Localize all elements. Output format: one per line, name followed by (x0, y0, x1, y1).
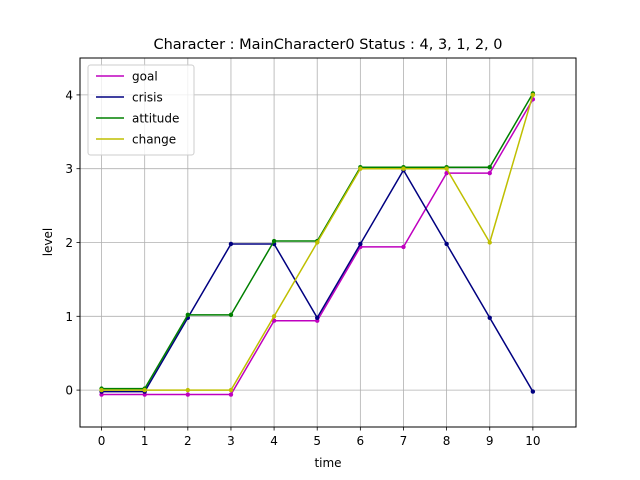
x-tick-label: 0 (98, 434, 106, 448)
x-tick-label: 1 (141, 434, 149, 448)
legend-label-attitude: attitude (132, 112, 179, 126)
data-point-change (487, 240, 492, 245)
data-point-crisis (228, 241, 234, 247)
data-point-crisis (444, 241, 449, 247)
series-layer (99, 91, 536, 397)
data-point-crisis (358, 241, 363, 247)
data-point-change (530, 92, 536, 98)
chart-title: Character : MainCharacter0 Status : 4, 3… (153, 37, 502, 53)
data-point-change (358, 166, 363, 171)
x-tick-label: 8 (443, 434, 451, 448)
y-tick-label: 0 (65, 384, 73, 398)
x-tick-label: 10 (525, 434, 540, 448)
x-tick-label: 2 (184, 434, 192, 448)
y-tick-label: 2 (65, 236, 73, 250)
legend-label-change: change (132, 133, 176, 147)
series-change (99, 92, 536, 393)
x-tick-label: 5 (313, 434, 321, 448)
data-point-attitude (487, 165, 492, 170)
y-tick-label: 1 (65, 310, 73, 324)
data-point-change (142, 387, 147, 393)
legend: goal crisis attitude change (87, 64, 195, 156)
data-point-change (315, 240, 320, 245)
x-axis-label: time (314, 456, 341, 470)
data-point-crisis (487, 315, 492, 320)
y-axis-label: level (41, 228, 55, 257)
x-tick-label: 6 (357, 434, 365, 448)
data-point-change (401, 166, 406, 171)
data-point-change (271, 314, 277, 319)
data-point-goal (185, 392, 191, 397)
legend-label-goal: goal (132, 70, 158, 84)
x-tick-label: 7 (400, 434, 408, 448)
data-point-attitude (271, 238, 277, 244)
y-tick-label: 4 (65, 88, 73, 102)
x-tick-label: 3 (227, 434, 235, 448)
data-point-change (99, 387, 104, 393)
data-point-attitude (228, 312, 234, 318)
data-point-goal (487, 170, 492, 176)
x-tick-label: 9 (486, 434, 494, 448)
legend-box (87, 64, 195, 156)
legend-label-crisis: crisis (132, 91, 163, 105)
data-point-change (444, 166, 449, 171)
x-tick-label: 4 (270, 434, 278, 448)
data-point-change (228, 387, 234, 393)
y-tick-label: 3 (65, 162, 73, 176)
data-point-goal (401, 244, 406, 250)
ticks: 0 1 2 3 4 5 6 7 8 9 10 0 1 2 3 4 (65, 88, 540, 448)
data-point-goal (228, 392, 234, 397)
data-point-crisis (315, 315, 320, 320)
data-point-attitude (185, 312, 191, 318)
data-point-change (185, 387, 191, 393)
data-point-crisis (530, 389, 536, 394)
